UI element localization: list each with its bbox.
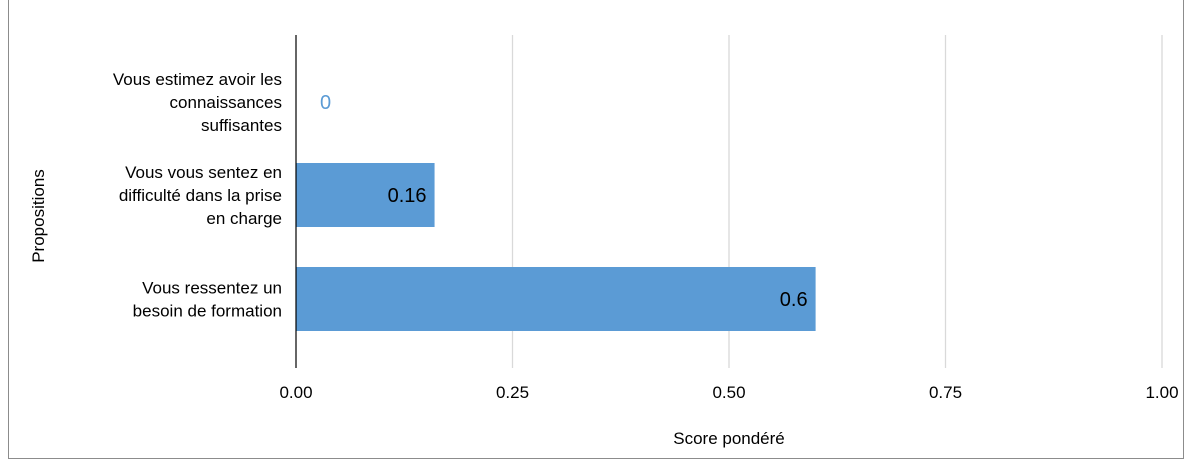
category-label-line: suffisantes [201, 116, 282, 135]
y-axis-title: Propositions [29, 169, 48, 263]
category-label-line: Vous estimez avoir les [113, 70, 282, 89]
data-label: 0 [320, 92, 331, 114]
bar [296, 267, 816, 331]
x-tick-label: 0.75 [929, 383, 962, 402]
category-label-line: besoin de formation [133, 302, 282, 321]
x-tick-label: 0.00 [279, 383, 312, 402]
x-tick-label: 1.00 [1145, 383, 1178, 402]
category-label: Vous estimez avoir les connaissances suffi… [113, 70, 282, 135]
category-label: Vous vous sentez en difficulté dans la pr… [119, 163, 282, 228]
category-label-line: connaissances [170, 93, 282, 112]
data-label: 0.16 [388, 185, 427, 207]
category-label-line: difficulté dans la prise [119, 186, 282, 205]
x-tick-label: 0.50 [712, 383, 745, 402]
bar [296, 163, 435, 227]
data-label: 0.6 [780, 289, 808, 311]
category-label-line: Vous ressentez un [142, 279, 282, 298]
category-label: Vous ressentez un besoin de formation [133, 279, 282, 321]
chart-frame [8, 0, 1184, 459]
category-label-line: en charge [206, 209, 282, 228]
x-axis-title: Score pondéré [673, 429, 785, 448]
x-tick-label: 0.25 [496, 383, 529, 402]
category-label-line: Vous vous sentez en [125, 163, 282, 182]
